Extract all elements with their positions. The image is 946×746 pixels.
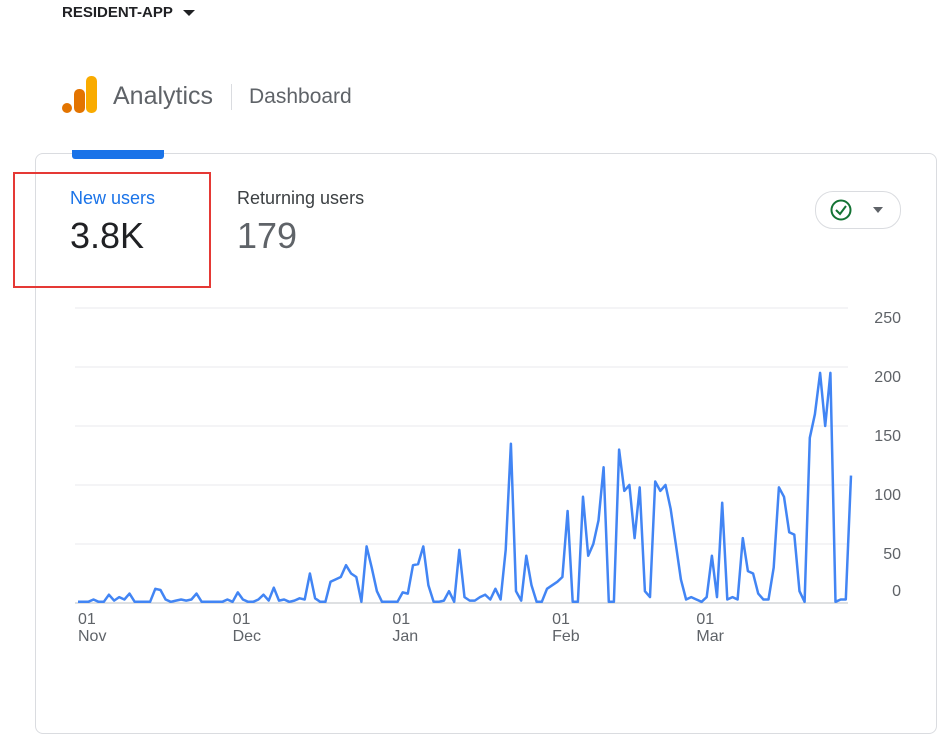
product-name: Analytics	[113, 82, 214, 110]
tab-indicator	[72, 150, 164, 159]
app-selector[interactable]: RESIDENT-APP	[62, 4, 195, 21]
logo	[62, 76, 97, 113]
caret	[182, 10, 195, 16]
status-button[interactable]	[815, 191, 901, 229]
status-icons	[830, 199, 883, 221]
metric-value: 3.8K	[70, 215, 145, 256]
metric-tab[interactable]: Returning users 179	[237, 188, 364, 257]
highlight-box	[13, 172, 211, 288]
metric-label: New users	[70, 188, 156, 208]
app-name[interactable]: RESIDENT-APP	[62, 4, 173, 21]
metric-label: Returning users	[237, 188, 365, 208]
divider	[231, 84, 232, 110]
metric-tab[interactable]: New users 3.8K	[70, 188, 155, 257]
section-name: Dashboard	[249, 85, 352, 108]
metric-value: 179	[237, 215, 298, 256]
card	[35, 153, 937, 734]
